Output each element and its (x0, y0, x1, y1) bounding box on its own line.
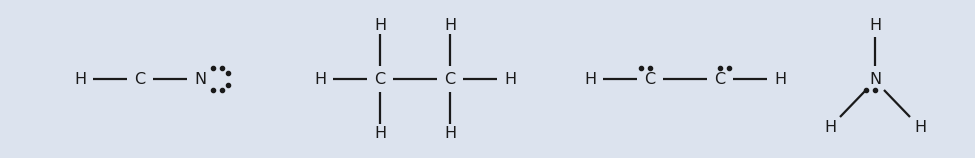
Text: H: H (914, 121, 926, 136)
Text: H: H (374, 125, 386, 140)
Text: H: H (584, 72, 596, 86)
Text: C: C (445, 72, 455, 86)
Text: H: H (444, 18, 456, 33)
Text: N: N (194, 72, 206, 86)
Text: H: H (824, 121, 837, 136)
Text: H: H (74, 72, 86, 86)
Text: H: H (869, 18, 881, 33)
Text: H: H (374, 18, 386, 33)
Text: C: C (374, 72, 385, 86)
Text: C: C (135, 72, 145, 86)
Text: H: H (504, 72, 516, 86)
Text: H: H (444, 125, 456, 140)
Text: C: C (715, 72, 725, 86)
Text: H: H (774, 72, 786, 86)
Text: C: C (644, 72, 655, 86)
Text: H: H (314, 72, 326, 86)
Text: N: N (869, 72, 881, 86)
